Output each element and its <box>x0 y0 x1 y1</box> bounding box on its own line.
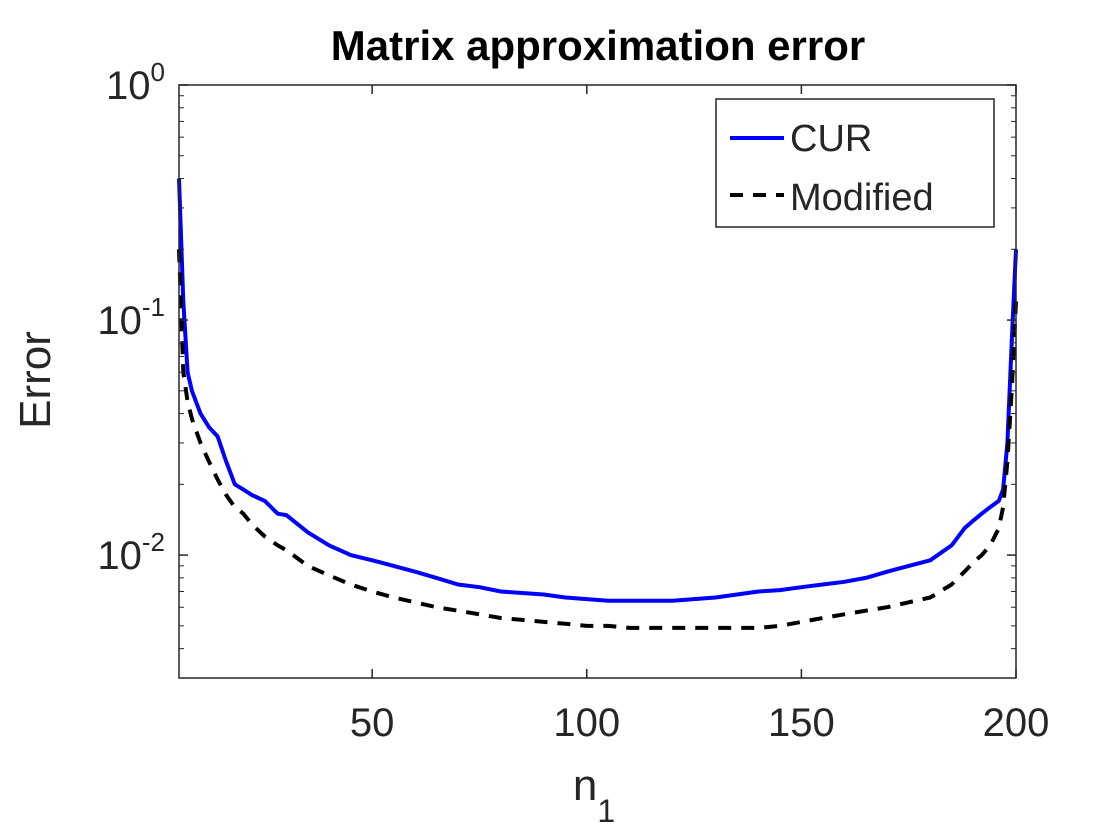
x-axis-label-base: n <box>573 761 597 810</box>
axes-box <box>178 84 1017 679</box>
y-axis-label: Error <box>11 331 60 429</box>
legend-box <box>715 98 995 228</box>
x-tick-label: 100 <box>553 701 620 745</box>
legend-label-modified: Modified <box>790 177 934 219</box>
y-tick-label: 100 <box>106 57 165 108</box>
legend: CUR Modified <box>715 98 995 228</box>
x-tick-label: 200 <box>983 701 1050 745</box>
y-tick-label: 10-2 <box>97 527 165 578</box>
x-tick-label: 50 <box>350 701 395 745</box>
chart-title: Matrix approximation error <box>331 22 865 69</box>
legend-label-cur: CUR <box>790 118 872 160</box>
axes-layer: 50 100 150 200 10-2 10-1 100 <box>97 57 1049 745</box>
x-tick-label: 150 <box>768 701 835 745</box>
x-axis-label-subscript: 1 <box>597 793 615 829</box>
x-axis-label: n1 <box>573 761 615 829</box>
series-line-modified <box>177 249 1018 630</box>
series-line-cur <box>177 178 1018 603</box>
y-tick-label: 10-1 <box>97 292 165 343</box>
series-layer <box>177 178 1018 630</box>
